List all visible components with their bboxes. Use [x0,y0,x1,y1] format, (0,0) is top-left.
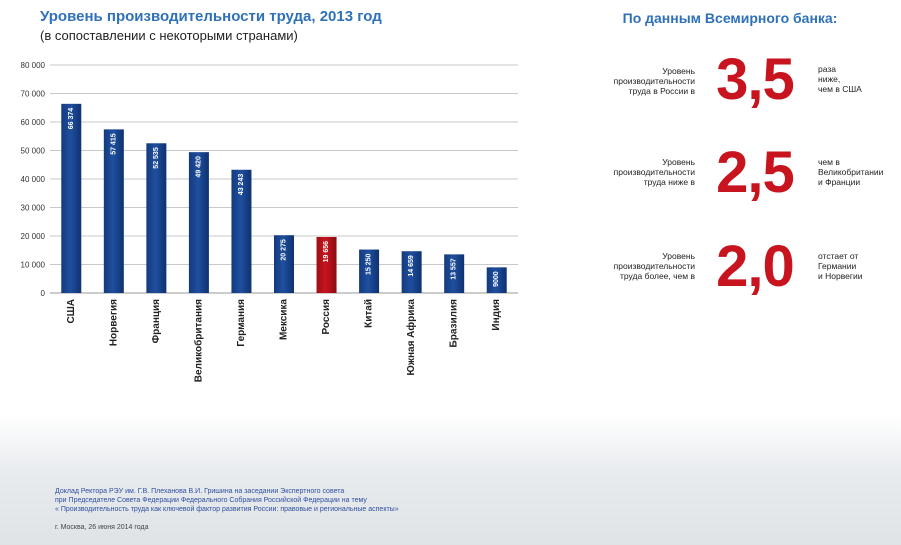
bar-value-label: 9000 [493,271,500,287]
x-category-label: США [66,299,77,324]
footer-line: при Председателе Совета Федерации Федера… [55,497,367,504]
y-tick-label: 80 000 [21,61,46,70]
y-tick-label: 30 000 [21,204,46,213]
stat-usa-comparison: раза ниже, чем в США [818,64,862,94]
stat-uk-france: Уровень производительности труда ниже в … [560,143,900,213]
x-category-label: Норвегия [108,299,119,346]
stat-germany-norway-comparison: отстает от Германии и Норвегии [818,251,863,281]
bar [486,267,507,293]
bar [444,254,465,293]
x-category-label: Россия [321,299,332,335]
bar [401,251,422,293]
bar-value-label: 14 659 [408,255,415,277]
x-category-label: Великобритания [192,299,204,382]
bar-value-label: 20 275 [281,239,288,261]
y-tick-label: 70 000 [21,90,46,99]
stat-germany-norway: Уровень производительности труда более, … [560,237,900,307]
bar-value-label: 66 374 [68,108,75,130]
bar [274,235,294,293]
footer-line: « Производительность труда как ключевой … [55,506,399,513]
stat-germany-norway-value: 2,0 [716,234,795,299]
stat-uk-france-comparison: чем в Великобритании и Франции [818,157,884,187]
bar [188,152,209,293]
y-tick-label: 0 [41,289,46,298]
x-category-label: Мексика [279,299,290,340]
bar-value-label: 15 250 [366,253,373,275]
x-category-label: Индия [491,299,502,331]
bar-value-label: 19 656 [323,241,330,263]
y-tick-label: 60 000 [21,118,46,127]
stat-uk-france-value: 2,5 [716,140,795,205]
productivity-bar-chart: 0 10 000 20 000 30 000 40 000 50 000 60 000 70 … [21,61,518,382]
stat-usa-description: Уровень производительности труда в Росси… [613,66,695,96]
stat-usa-value: 3,5 [716,47,795,112]
stat-uk-france-description: Уровень производительности труда ниже в [613,157,695,187]
bar [61,103,82,293]
chart-title: Уровень производительности труда, 2013 г… [40,8,382,25]
chart-subtitle: (в сопоставлении с некоторыми странами) [40,28,298,43]
world-bank-title: По данным Всемирного банка: [622,10,838,26]
bar [231,169,252,293]
bar-value-label: 57 415 [110,133,117,155]
bar [103,129,124,293]
stat-usa: Уровень производительности труда в Росси… [560,50,900,120]
bar [146,143,167,293]
x-category-label: Бразилия [449,299,460,348]
y-tick-label: 40 000 [21,175,46,184]
x-category-label: Франция [151,299,162,344]
y-tick-label: 20 000 [21,232,46,241]
x-category-label: Германия [236,299,247,347]
footer-citation: Доклад Ректора РЭУ им. Г.В. Плеханова В.… [55,487,399,532]
x-category-label: Китай [364,299,375,328]
footer-line: Доклад Ректора РЭУ им. Г.В. Плеханова В.… [55,488,345,495]
y-tick-label: 10 000 [21,261,46,270]
bar-value-label: 43 243 [238,174,245,196]
bar-value-label: 49 420 [195,156,202,178]
footer-date: г. Москва, 26 июня 2014 года [55,524,149,531]
bar-value-label: 13 557 [451,258,458,280]
stat-germany-norway-description: Уровень производительности труда более, … [613,251,695,281]
y-tick-label: 50 000 [21,147,46,156]
bar [359,249,380,293]
highlight-bar [316,236,337,293]
bar-value-label: 52 535 [153,147,160,169]
x-category-label: Южная Африка [405,299,417,376]
